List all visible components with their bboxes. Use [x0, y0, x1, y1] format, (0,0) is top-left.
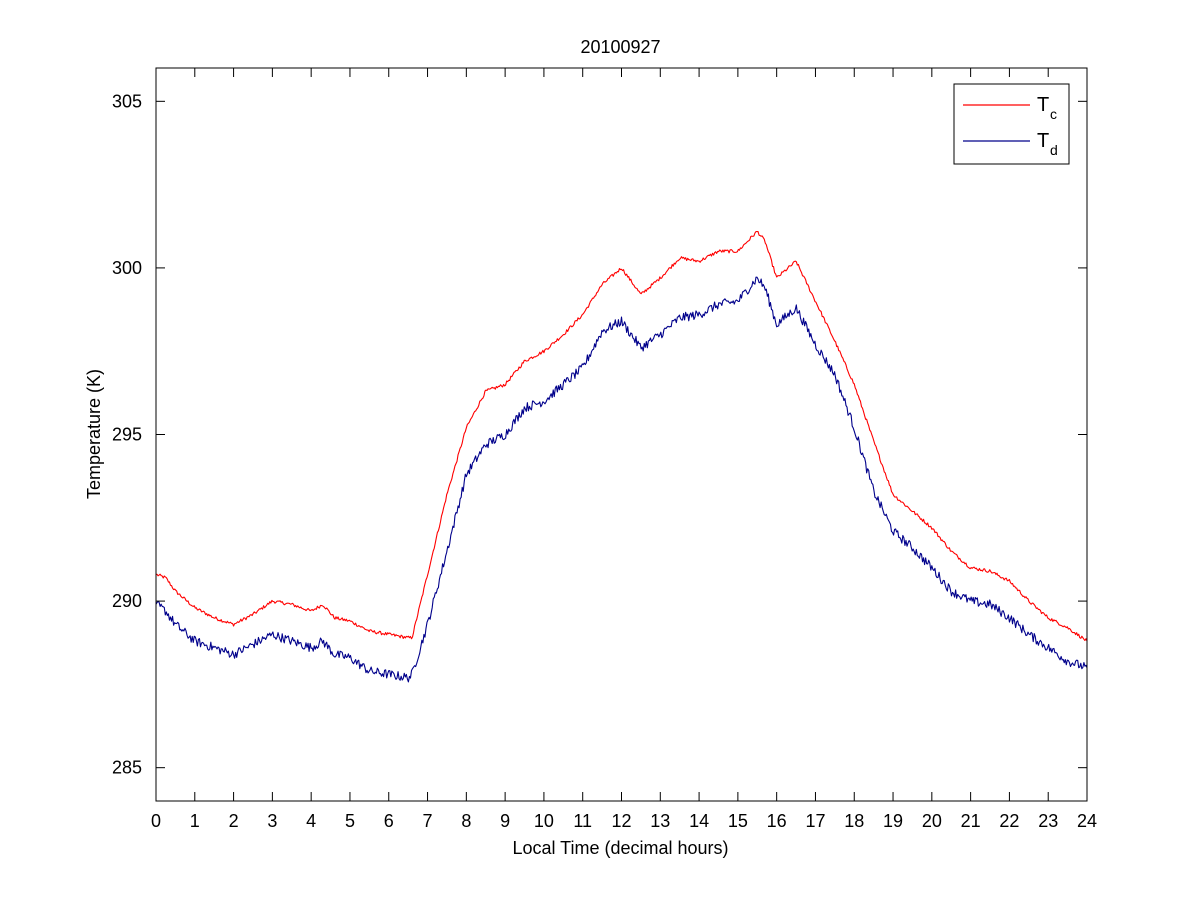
x-tick-label: 0: [151, 811, 161, 831]
x-tick-label: 12: [611, 811, 631, 831]
x-tick-label: 8: [461, 811, 471, 831]
x-tick-label: 14: [689, 811, 709, 831]
x-tick-label: 24: [1077, 811, 1097, 831]
x-tick-label: 16: [767, 811, 787, 831]
legend-label-sub-td: d: [1050, 142, 1058, 158]
x-tick-label: 6: [384, 811, 394, 831]
plot-area: [156, 68, 1087, 801]
x-tick-label: 2: [229, 811, 239, 831]
y-tick-label: 290: [112, 591, 142, 611]
x-tick-label: 3: [267, 811, 277, 831]
legend-label-tc: T: [1037, 94, 1049, 116]
x-tick-label: 10: [534, 811, 554, 831]
x-tick-label: 19: [883, 811, 903, 831]
x-tick-label: 4: [306, 811, 316, 831]
x-tick-label: 22: [999, 811, 1019, 831]
y-axis-label: Temperature (K): [84, 369, 104, 499]
series-layer: [155, 230, 1088, 683]
tick-layer: 0 1 2 3 4 5 6 7 8 9 10 11 12 13 14 15 16 17 18 19 20 21 22 23 24…: [112, 68, 1097, 831]
y-tick-label: 285: [112, 758, 142, 778]
legend-label-sub-tc: c: [1050, 106, 1057, 122]
x-tick-label: 1: [190, 811, 200, 831]
y-tick-label: 305: [112, 91, 142, 111]
x-tick-label: 23: [1038, 811, 1058, 831]
series-line-td: [155, 276, 1088, 683]
x-tick-label: 18: [844, 811, 864, 831]
series-line-tc: [155, 230, 1088, 642]
x-tick-label: 13: [650, 811, 670, 831]
x-tick-label: 5: [345, 811, 355, 831]
chart-title: 20100927: [580, 37, 660, 57]
legend-label-td: T: [1037, 130, 1049, 152]
y-tick-label: 295: [112, 425, 142, 445]
x-tick-label: 11: [573, 811, 592, 831]
x-tick-label: 21: [961, 811, 981, 831]
x-tick-label: 20: [922, 811, 942, 831]
x-tick-label: 9: [500, 811, 510, 831]
x-tick-label: 7: [423, 811, 433, 831]
y-tick-label: 300: [112, 258, 142, 278]
legend-box: [953, 83, 1070, 165]
x-axis-label: Local Time (decimal hours): [512, 838, 728, 858]
x-tick-label: 17: [805, 811, 825, 831]
x-tick-label: 15: [728, 811, 748, 831]
